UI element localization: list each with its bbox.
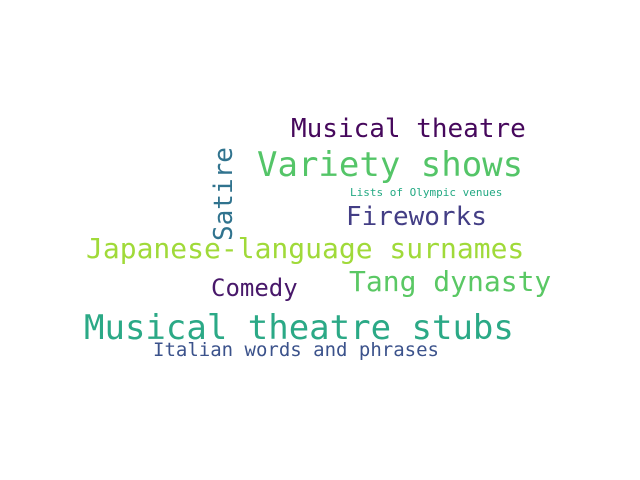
word-fireworks: Fireworks xyxy=(346,202,487,232)
word-japanese-language-surnames: Japanese-language surnames xyxy=(86,232,525,265)
word-satire: Satire xyxy=(209,147,239,241)
word-lists-of-olympic-venues: Lists of Olympic venues xyxy=(350,186,503,199)
word-tang-dynasty: Tang dynasty xyxy=(349,265,552,298)
word-comedy: Comedy xyxy=(211,274,298,302)
word-musical-theatre: Musical theatre xyxy=(291,114,526,144)
word-italian-words-and-phrases: Italian words and phrases xyxy=(153,339,439,361)
word-variety-shows: Variety shows xyxy=(257,145,524,185)
word-musical-theatre-stubs: Musical theatre stubs xyxy=(84,308,514,348)
